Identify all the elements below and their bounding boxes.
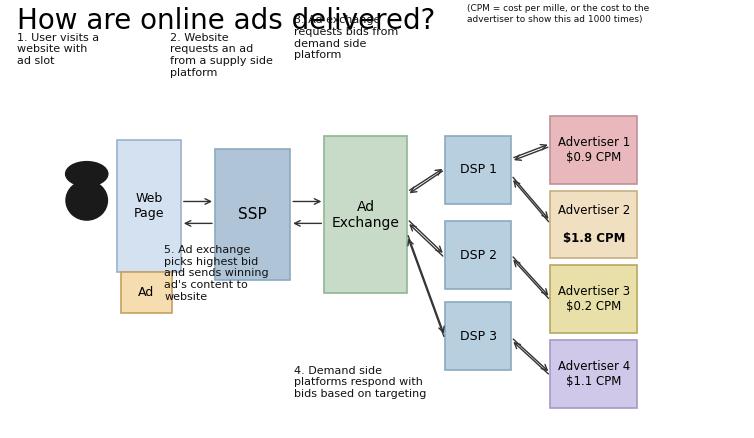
Text: Advertiser 3
$0.2 CPM: Advertiser 3 $0.2 CPM — [558, 285, 630, 313]
Text: Advertiser 4
$1.1 CPM: Advertiser 4 $1.1 CPM — [558, 360, 630, 388]
Text: 5. Ad exchange
picks highest bid
and sends winning
ad's content to
website: 5. Ad exchange picks highest bid and sen… — [164, 245, 269, 302]
FancyBboxPatch shape — [324, 136, 407, 293]
Text: Web
Page: Web Page — [133, 192, 164, 220]
Text: SSP: SSP — [238, 207, 267, 222]
FancyBboxPatch shape — [550, 116, 637, 184]
FancyBboxPatch shape — [121, 272, 172, 313]
FancyBboxPatch shape — [445, 136, 511, 204]
FancyBboxPatch shape — [117, 140, 181, 272]
FancyBboxPatch shape — [215, 149, 290, 280]
Text: 2. Website
requests an ad
from a supply side
platform: 2. Website requests an ad from a supply … — [170, 33, 272, 78]
FancyBboxPatch shape — [550, 265, 637, 333]
Ellipse shape — [66, 181, 108, 220]
Text: DSP 3: DSP 3 — [459, 330, 497, 343]
Text: Advertiser 2: Advertiser 2 — [558, 204, 630, 216]
Text: Ad
Exchange: Ad Exchange — [332, 200, 400, 230]
Text: 3. Ad exchange
requests bids from
demand side
platform: 3. Ad exchange requests bids from demand… — [294, 15, 398, 60]
Text: Advertiser 1
$0.9 CPM: Advertiser 1 $0.9 CPM — [558, 136, 630, 164]
Text: (CPM = cost per mille, or the cost to the
advertiser to show this ad 1000 times): (CPM = cost per mille, or the cost to th… — [467, 4, 650, 24]
FancyBboxPatch shape — [445, 221, 511, 289]
FancyBboxPatch shape — [550, 340, 637, 408]
Text: Ad: Ad — [138, 286, 155, 299]
Circle shape — [66, 162, 108, 186]
Text: How are online ads delivered?: How are online ads delivered? — [17, 7, 435, 35]
Text: $1.8 CPM: $1.8 CPM — [562, 233, 625, 245]
Text: 4. Demand side
platforms respond with
bids based on targeting: 4. Demand side platforms respond with bi… — [294, 366, 427, 399]
Text: DSP 2: DSP 2 — [459, 249, 497, 261]
Text: DSP 1: DSP 1 — [459, 163, 497, 176]
Text: 1. User visits a
website with
ad slot: 1. User visits a website with ad slot — [17, 33, 99, 66]
FancyBboxPatch shape — [445, 302, 511, 370]
FancyBboxPatch shape — [550, 191, 637, 258]
